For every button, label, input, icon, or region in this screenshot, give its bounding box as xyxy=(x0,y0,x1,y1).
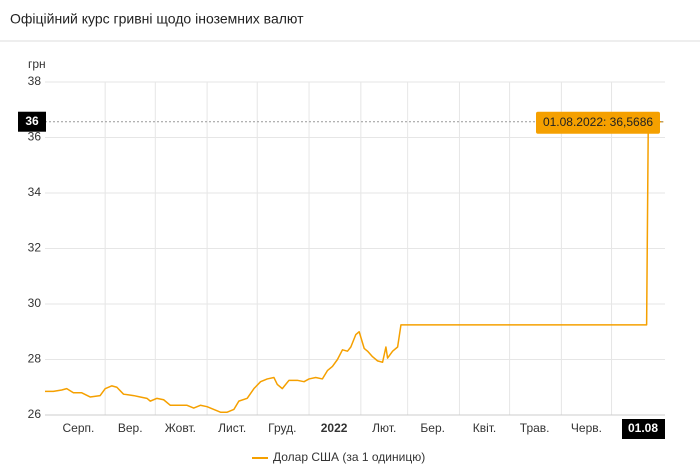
line xyxy=(45,120,664,413)
y-tick-label: 32 xyxy=(28,241,42,255)
x-tick-label: Лист. xyxy=(218,421,246,435)
x-tick-label: 2022 xyxy=(321,421,348,435)
x-tick-label: Серп. xyxy=(62,421,94,435)
tooltip-text: 01.08.2022: 36,5686 xyxy=(543,115,653,129)
crosshair-y-label: 36 xyxy=(25,114,39,128)
x-tick-label: Жовт. xyxy=(165,421,196,435)
y-tick-label: 28 xyxy=(28,352,42,366)
y-axis-label: грн xyxy=(28,57,46,71)
x-tick-label: Груд. xyxy=(268,421,296,435)
x-tick-label: Трав. xyxy=(520,421,550,435)
x-tick-label: Лют. xyxy=(372,421,396,435)
crosshair-x-box xyxy=(622,419,665,439)
x-tick-label: Бер. xyxy=(420,421,445,435)
x-tick-label: Квіт. xyxy=(473,421,497,435)
tooltip-box xyxy=(536,111,660,134)
legend-label: Долар США (за 1 одиницю) xyxy=(273,450,425,464)
chart-title: Офіційний курс гривні щодо іноземних вал… xyxy=(10,11,304,27)
x-tick-label: Черв. xyxy=(571,421,602,435)
crosshair-x-label: 01.08 xyxy=(628,421,658,435)
y-tick-label: 26 xyxy=(28,407,42,421)
y-tick-label: 38 xyxy=(28,74,42,88)
y-tick-label: 30 xyxy=(28,296,42,310)
y-tick-label: 34 xyxy=(28,185,42,199)
crosshair-y-box xyxy=(18,111,46,132)
x-tick-label: Вер. xyxy=(118,421,143,435)
y-tick-label: 36 xyxy=(28,130,42,144)
